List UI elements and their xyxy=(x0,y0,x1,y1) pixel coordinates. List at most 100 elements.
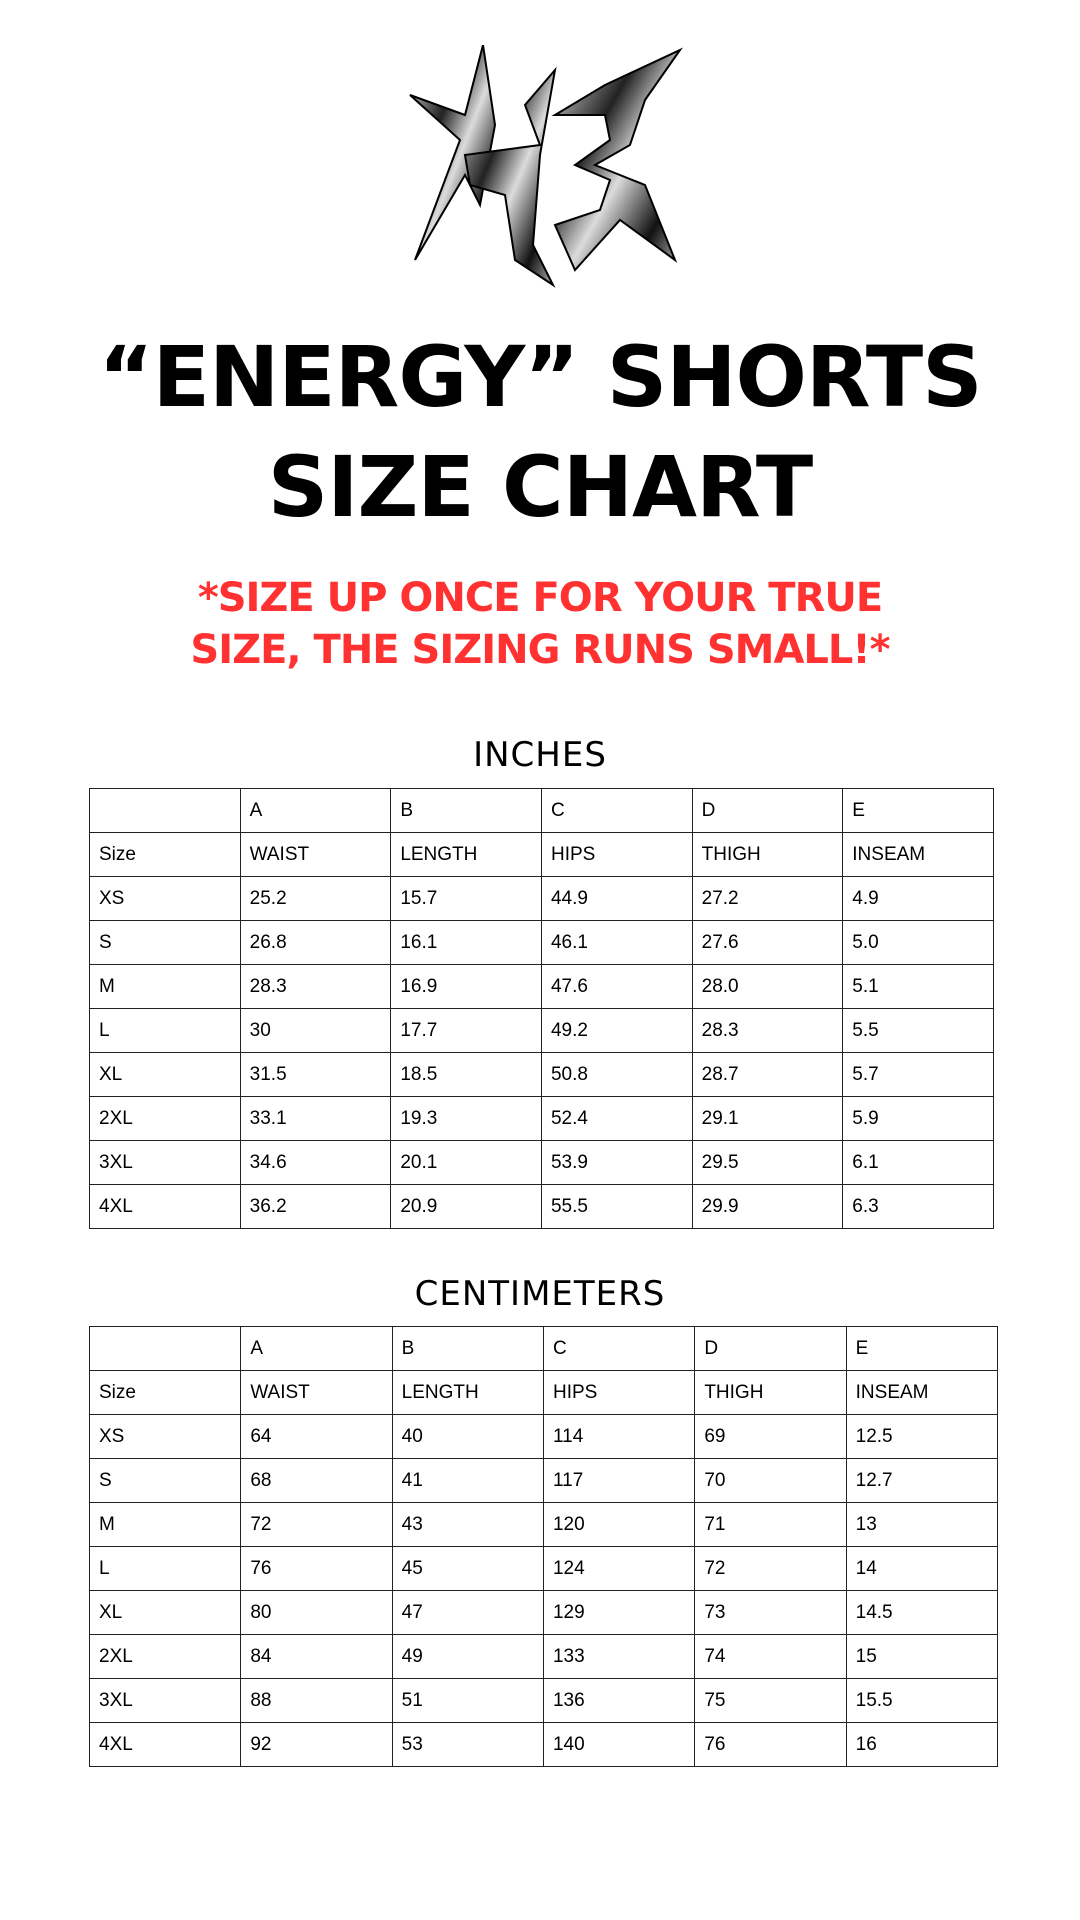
table-cell: HIPS xyxy=(542,1370,696,1415)
table-cell: WAIST xyxy=(239,832,392,877)
table-cell: 12.5 xyxy=(845,1414,999,1459)
table-row: 4XL 36.2 20.9 55.5 29.9 6.3 xyxy=(89,1184,994,1229)
table-cell: 29.5 xyxy=(691,1140,844,1185)
table-cell: 36.2 xyxy=(239,1184,392,1229)
table-cell: 19.3 xyxy=(390,1096,542,1141)
table-cell: 5.1 xyxy=(842,964,994,1009)
table-cell: 3XL xyxy=(89,1140,241,1185)
table-cell: LENGTH xyxy=(391,1370,544,1415)
table-cell: 17.7 xyxy=(390,1008,542,1053)
table-cell: E xyxy=(842,788,994,833)
table-cell: 18.5 xyxy=(390,1052,542,1097)
table-cell: 133 xyxy=(542,1634,696,1679)
table-cell: 55.5 xyxy=(540,1184,693,1229)
table-cell: 5.5 xyxy=(842,1008,994,1053)
table-cell: 45 xyxy=(391,1546,544,1591)
table-cell: 27.6 xyxy=(691,920,844,965)
table-cell: 16.9 xyxy=(390,964,542,1009)
table-cell: 28.3 xyxy=(239,964,392,1009)
sizing-note-line2: SIZE, THE SIZING RUNS SMALL!* xyxy=(190,627,890,673)
table-cell: C xyxy=(540,788,693,833)
table-cell: 88 xyxy=(240,1678,393,1723)
table-row: 3XL 34.6 20.1 53.9 29.5 6.1 xyxy=(89,1140,994,1185)
table-row: S 68 41 117 70 12.7 xyxy=(88,1458,999,1503)
inches-size-table: A B C D E Size WAIST LENGTH HIPS THIGH INSEAM XS 25.… xyxy=(89,788,994,1229)
table-cell: D xyxy=(691,788,844,833)
table-cell: 84 xyxy=(240,1634,393,1679)
table-row: XS 64 40 114 69 12.5 xyxy=(88,1414,999,1459)
table-row: L 76 45 124 72 14 xyxy=(88,1546,999,1591)
table-cell: 26.8 xyxy=(239,920,392,965)
table-cell: 28.3 xyxy=(691,1008,844,1053)
table-cell: 71 xyxy=(694,1502,847,1547)
table-cell: 2XL xyxy=(88,1634,242,1679)
table-cell: 6.3 xyxy=(842,1184,994,1229)
table-cell: 6.1 xyxy=(842,1140,994,1185)
table-cell: 49.2 xyxy=(540,1008,693,1053)
table-cell: XL xyxy=(89,1052,241,1097)
table-cell: 76 xyxy=(240,1546,393,1591)
table-cell: 12.7 xyxy=(845,1458,999,1503)
table-row: 2XL 33.1 19.3 52.4 29.1 5.9 xyxy=(89,1096,994,1141)
table-cell: M xyxy=(88,1502,242,1547)
table-cell: 69 xyxy=(694,1414,847,1459)
table-cell: E xyxy=(845,1326,999,1371)
table-row: 2XL 84 49 133 74 15 xyxy=(88,1634,999,1679)
table-cell: 2XL xyxy=(89,1096,241,1141)
table-cell: 51 xyxy=(391,1678,544,1723)
table-cell xyxy=(89,788,241,833)
table-cell: 16.1 xyxy=(390,920,542,965)
table-row: L 30 17.7 49.2 28.3 5.5 xyxy=(89,1008,994,1053)
table-cell: 16 xyxy=(845,1722,999,1767)
table-row: 3XL 88 51 136 75 15.5 xyxy=(88,1678,999,1723)
table-cell: 15.5 xyxy=(845,1678,999,1723)
table-cell: L xyxy=(89,1008,241,1053)
table-cell: 3XL xyxy=(88,1678,242,1723)
table-cell: THIGH xyxy=(691,832,844,877)
table-cell: 120 xyxy=(542,1502,696,1547)
sizing-note-line1: *SIZE UP ONCE FOR YOUR TRUE xyxy=(197,575,883,621)
table-cell: 33.1 xyxy=(239,1096,392,1141)
table-cell: 64 xyxy=(240,1414,393,1459)
table-cell: 49 xyxy=(391,1634,544,1679)
table-cell: 92 xyxy=(240,1722,393,1767)
table-row: M 72 43 120 71 13 xyxy=(88,1502,999,1547)
table-cell: 80 xyxy=(240,1590,393,1635)
table-cell: 20.1 xyxy=(390,1140,542,1185)
page-title-line1: “ENERGY” SHORTS xyxy=(98,328,982,426)
table-row: XL 31.5 18.5 50.8 28.7 5.7 xyxy=(89,1052,994,1097)
table-cell: WAIST xyxy=(240,1370,393,1415)
table-cell: 30 xyxy=(239,1008,392,1053)
table-cell: 124 xyxy=(542,1546,696,1591)
table-cell: 75 xyxy=(694,1678,847,1723)
table-cell: 29.1 xyxy=(691,1096,844,1141)
table-cell: 27.2 xyxy=(691,876,844,921)
table-cell: 53.9 xyxy=(540,1140,693,1185)
table-cell: 4XL xyxy=(89,1184,241,1229)
table-cell: 129 xyxy=(542,1590,696,1635)
table-cell: XS xyxy=(89,876,241,921)
table-cell: THIGH xyxy=(694,1370,847,1415)
table-cell: 15.7 xyxy=(390,876,542,921)
table-cell: L xyxy=(88,1546,242,1591)
table-cell: 31.5 xyxy=(239,1052,392,1097)
table-cell: 73 xyxy=(694,1590,847,1635)
table-cell: 29.9 xyxy=(691,1184,844,1229)
table-cell: LENGTH xyxy=(390,832,542,877)
table-cell: 44.9 xyxy=(540,876,693,921)
table-cell: 140 xyxy=(542,1722,696,1767)
table-cell: 52.4 xyxy=(540,1096,693,1141)
table-cell: XS xyxy=(88,1414,242,1459)
table-cell: 4XL xyxy=(88,1722,242,1767)
table-cell: A xyxy=(240,1326,393,1371)
table-cell: 72 xyxy=(240,1502,393,1547)
table-cell: 4.9 xyxy=(842,876,994,921)
table-cell: INSEAM xyxy=(845,1370,999,1415)
table-cell: 74 xyxy=(694,1634,847,1679)
page-title-line2: SIZE CHART xyxy=(267,438,813,536)
table-row: 4XL 92 53 140 76 16 xyxy=(88,1722,999,1767)
table-cell: 46.1 xyxy=(540,920,693,965)
table-row: S 26.8 16.1 46.1 27.6 5.0 xyxy=(89,920,994,965)
